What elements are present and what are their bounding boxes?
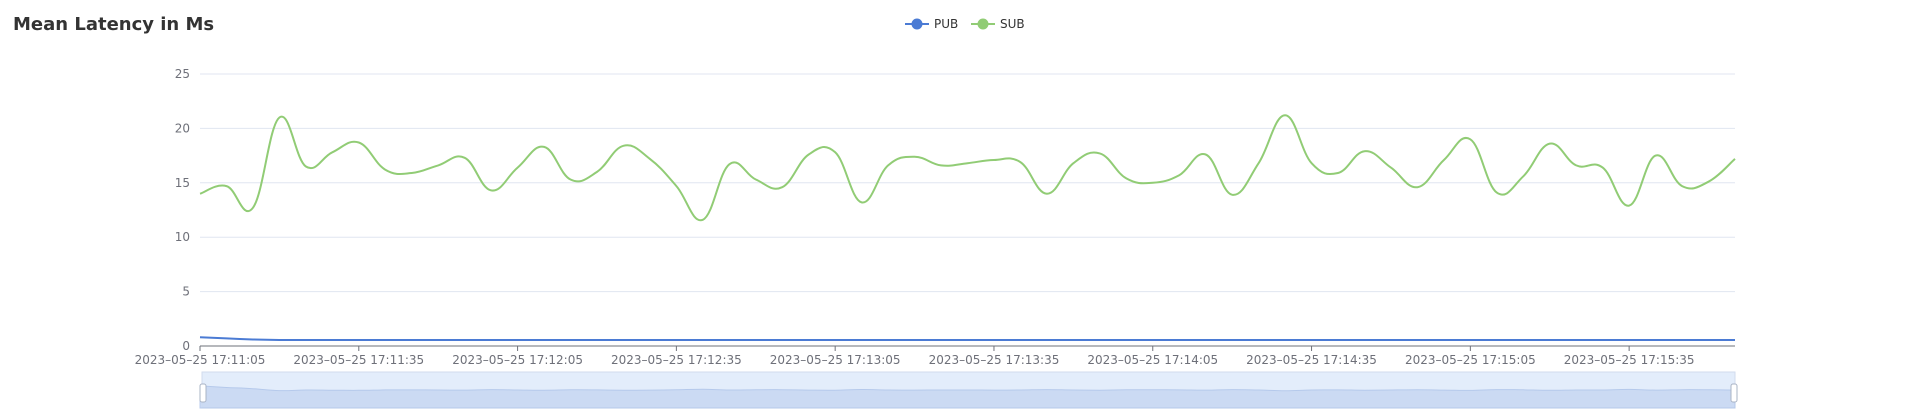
zoom-preview-area: [199, 385, 1736, 409]
y-tick-label: 15: [175, 176, 190, 190]
x-tick-label: 2023–05–25 17:13:35: [929, 353, 1060, 367]
x-tick-label: 2023–05–25 17:11:05: [135, 353, 266, 367]
chart-title: Mean Latency in Ms: [13, 14, 215, 35]
legend[interactable]: PUB SUB: [905, 17, 1025, 31]
x-tick-label: 2023–05–25 17:12:35: [611, 353, 742, 367]
series-lines: [199, 114, 1736, 342]
legend-item-pub[interactable]: PUB: [905, 17, 958, 31]
series-line-sub: [199, 114, 1736, 222]
data-zoom-slider[interactable]: [199, 371, 1738, 409]
grid-lines: [200, 73, 1735, 293]
y-tick-label: 25: [175, 67, 190, 81]
x-tick-label: 2023–05–25 17:14:35: [1246, 353, 1377, 367]
y-axis: 0 5 10 15 20 25: [175, 67, 190, 353]
x-tick-label: 2023–05–25 17:11:35: [293, 353, 424, 367]
y-tick-label: 10: [175, 230, 190, 244]
legend-label: SUB: [1000, 17, 1025, 31]
y-tick-label: 0: [182, 339, 190, 353]
x-tick-label: 2023–05–25 17:14:05: [1087, 353, 1218, 367]
series-line-pub: [199, 336, 1735, 342]
x-axis: 2023–05–25 17:11:05 2023–05–25 17:11:35 20…: [135, 345, 1735, 367]
x-tick-label: 2023–05–25 17:12:05: [452, 353, 583, 367]
x-tick-label: 2023–05–25 17:13:05: [770, 353, 901, 367]
x-tick-label: 2023–05–25 17:15:05: [1405, 353, 1536, 367]
zoom-handle-right[interactable]: [1730, 383, 1738, 403]
zoom-handle-left[interactable]: [199, 383, 207, 403]
legend-item-sub[interactable]: SUB: [971, 17, 1025, 31]
y-tick-label: 5: [182, 285, 190, 299]
y-tick-label: 20: [175, 121, 190, 135]
legend-label: PUB: [934, 17, 958, 31]
x-tick-label: 2023–05–25 17:15:35: [1564, 353, 1695, 367]
legend-marker-icon: [911, 18, 923, 30]
legend-marker-icon: [977, 18, 989, 30]
